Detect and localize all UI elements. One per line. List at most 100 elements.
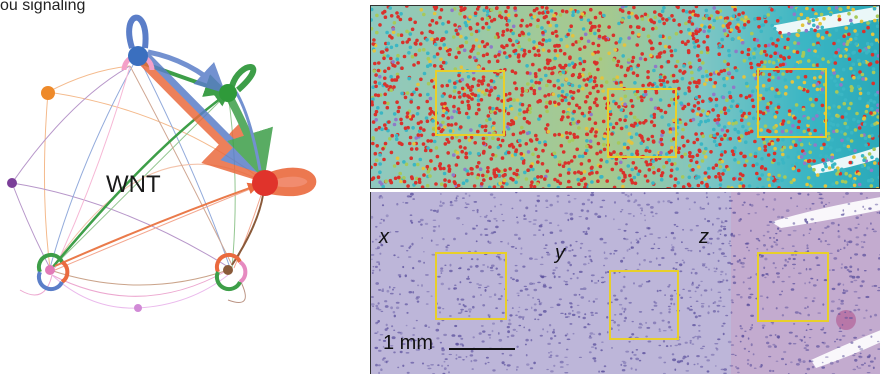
spot (575, 147, 579, 152)
spot (751, 104, 756, 109)
nucleus (627, 199, 631, 203)
spot (801, 52, 806, 56)
spot (791, 107, 795, 112)
nucleus (628, 340, 631, 343)
spot (402, 54, 407, 59)
spot (786, 120, 791, 124)
nucleus (668, 325, 672, 329)
spot (852, 50, 856, 55)
wnt-network-diagram: ou signaling (0, 0, 317, 312)
nucleus (430, 295, 433, 297)
spot (713, 81, 718, 85)
spot (505, 55, 509, 60)
spot (868, 62, 873, 66)
spot (469, 88, 473, 92)
spot (697, 58, 702, 62)
spot (513, 71, 518, 75)
spot (496, 137, 501, 142)
spot (575, 135, 580, 139)
spot (373, 61, 377, 66)
spot (807, 19, 812, 24)
spot (688, 10, 692, 14)
spot (841, 67, 846, 72)
spot (660, 142, 664, 147)
spot (622, 145, 627, 150)
spot (815, 25, 820, 29)
nucleus (707, 202, 710, 205)
spot (758, 97, 762, 102)
nucleus (628, 248, 631, 250)
spot (739, 151, 743, 156)
spot (594, 61, 598, 66)
spot (410, 54, 415, 59)
nucleus (449, 269, 453, 273)
nucleus (613, 249, 618, 252)
nucleus (522, 317, 524, 320)
nucleus (584, 256, 587, 258)
spot (449, 123, 454, 127)
spot (733, 158, 737, 162)
spot (571, 90, 576, 95)
spot (862, 122, 867, 127)
nucleus (702, 345, 706, 347)
nucleus (516, 345, 519, 348)
nucleus (738, 258, 741, 262)
nucleus (397, 274, 402, 276)
spot (473, 141, 477, 145)
spot (511, 43, 515, 47)
nucleus (580, 242, 584, 245)
spot (420, 185, 425, 188)
nucleus (565, 348, 569, 351)
nucleus (624, 307, 627, 311)
nucleus (517, 311, 520, 313)
nucleus (566, 332, 569, 336)
spot (688, 16, 692, 20)
nucleus (534, 258, 538, 260)
edge (51, 269, 229, 297)
spot (421, 166, 426, 171)
nucleus (784, 217, 789, 219)
nucleus (841, 335, 846, 337)
spot (595, 170, 599, 175)
spot (466, 75, 471, 79)
spot (705, 50, 710, 55)
nucleus (825, 203, 827, 205)
spot (849, 22, 854, 26)
spot (371, 85, 375, 89)
nucleus (658, 328, 661, 331)
nucleus (645, 335, 648, 338)
spot (532, 46, 536, 51)
nucleus (464, 310, 468, 312)
nucleus (510, 245, 515, 248)
spot (872, 147, 876, 151)
nucleus (566, 364, 569, 366)
spot (386, 66, 391, 71)
nucleus (822, 341, 826, 345)
nucleus (485, 356, 489, 359)
nucleus (716, 304, 721, 307)
spot (833, 79, 837, 83)
spot (752, 55, 756, 60)
spot (416, 162, 420, 167)
spot (390, 78, 394, 82)
spot (708, 77, 713, 82)
spot (633, 92, 638, 96)
nucleus (378, 268, 381, 272)
nucleus (755, 237, 760, 240)
nucleus (457, 356, 462, 358)
spot (521, 161, 526, 165)
spot (805, 6, 809, 11)
spot (658, 75, 663, 79)
nucleus (803, 258, 806, 262)
nucleus (564, 316, 569, 318)
nucleus (439, 200, 442, 204)
nucleus (750, 343, 753, 347)
nucleus (649, 233, 654, 235)
nucleus (720, 252, 725, 255)
spot (560, 115, 565, 119)
spot (640, 52, 644, 56)
spot (417, 180, 422, 184)
spot (567, 107, 571, 112)
spot (426, 139, 430, 143)
spot (548, 23, 552, 28)
